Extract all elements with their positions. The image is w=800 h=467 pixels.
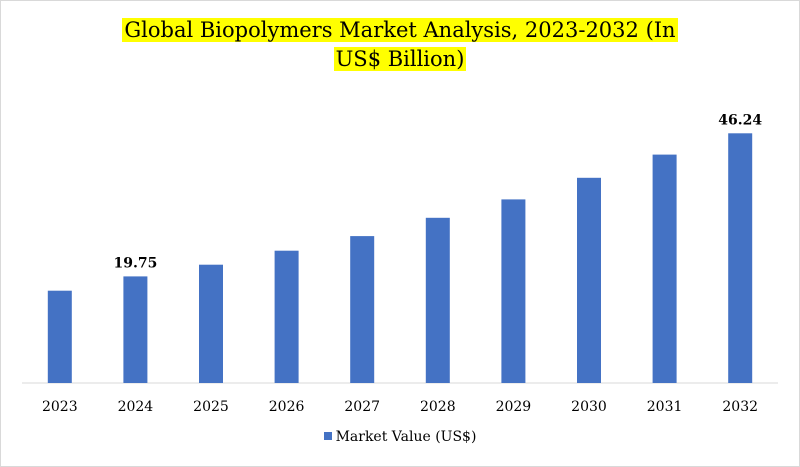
bar-2030	[577, 177, 601, 383]
x-tick-label-2032: 2032	[722, 399, 758, 415]
bar-2024	[123, 276, 148, 383]
data-label-2032: 46.24	[718, 112, 762, 128]
bars-group	[47, 133, 753, 383]
bar-2025	[199, 264, 223, 383]
data-label-2024: 19.75	[113, 255, 157, 271]
labels-group: 2023 2024 2025 2026 2027 2028 2029 2030 2031 2032…	[42, 112, 762, 415]
bar-2028	[425, 217, 450, 383]
x-tick-label-2026: 2026	[269, 399, 305, 415]
legend-swatch	[323, 432, 332, 440]
bar-2029	[501, 199, 526, 383]
bar-2031	[652, 154, 677, 383]
x-tick-label-2027: 2027	[344, 399, 380, 415]
x-tick-label-2029: 2029	[496, 399, 532, 415]
x-tick-label-2028: 2028	[420, 399, 456, 415]
chart-title: Global Biopolymers Market Analysis, 2023…	[0, 16, 800, 74]
chart-title-line-2: US$ Billion)	[333, 47, 467, 71]
x-tick-label-2030: 2030	[571, 399, 607, 415]
legend: Market Value (US$)	[0, 429, 800, 445]
bar-2023	[47, 290, 72, 383]
bar-2026	[274, 250, 299, 383]
bar-2027	[350, 236, 375, 383]
x-tick-label-2025: 2025	[193, 399, 229, 415]
x-tick-label-2023: 2023	[42, 399, 78, 415]
x-tick-label-2031: 2031	[647, 399, 683, 415]
bar-2032	[728, 133, 753, 383]
legend-label: Market Value (US$)	[335, 429, 477, 445]
x-tick-label-2024: 2024	[118, 399, 154, 415]
chart-title-line-1: Global Biopolymers Market Analysis, 2023…	[122, 18, 678, 42]
